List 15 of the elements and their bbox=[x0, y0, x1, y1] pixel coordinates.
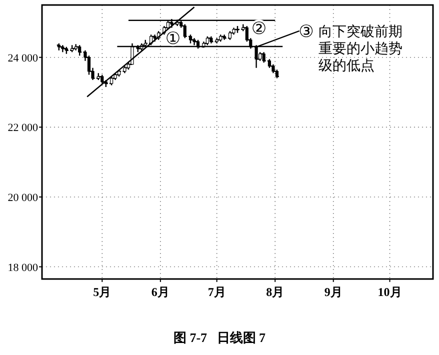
y-tick-label: 22 000 bbox=[8, 122, 38, 134]
x-tick-label: 9月 bbox=[324, 285, 342, 299]
annotation: ① bbox=[165, 29, 181, 49]
y-tick-label: 18 000 bbox=[8, 262, 38, 274]
x-tick-label: 7月 bbox=[208, 285, 226, 299]
y-tick-label: 20 000 bbox=[8, 192, 38, 204]
x-tick-label: 8月 bbox=[266, 285, 284, 299]
annotation: ③ bbox=[298, 22, 314, 42]
x-tick-label: 10月 bbox=[378, 285, 402, 299]
x-tick-label: 5月 bbox=[93, 285, 112, 299]
annotation: ② bbox=[251, 19, 267, 39]
y-tick-label: 24 000 bbox=[8, 52, 38, 64]
text: 图 7-7 日线图 7 bbox=[173, 330, 266, 345]
annotation: 向下突破前期重要的小趋势级的低点 bbox=[318, 24, 402, 74]
x-tick-label: 6月 bbox=[151, 285, 170, 299]
